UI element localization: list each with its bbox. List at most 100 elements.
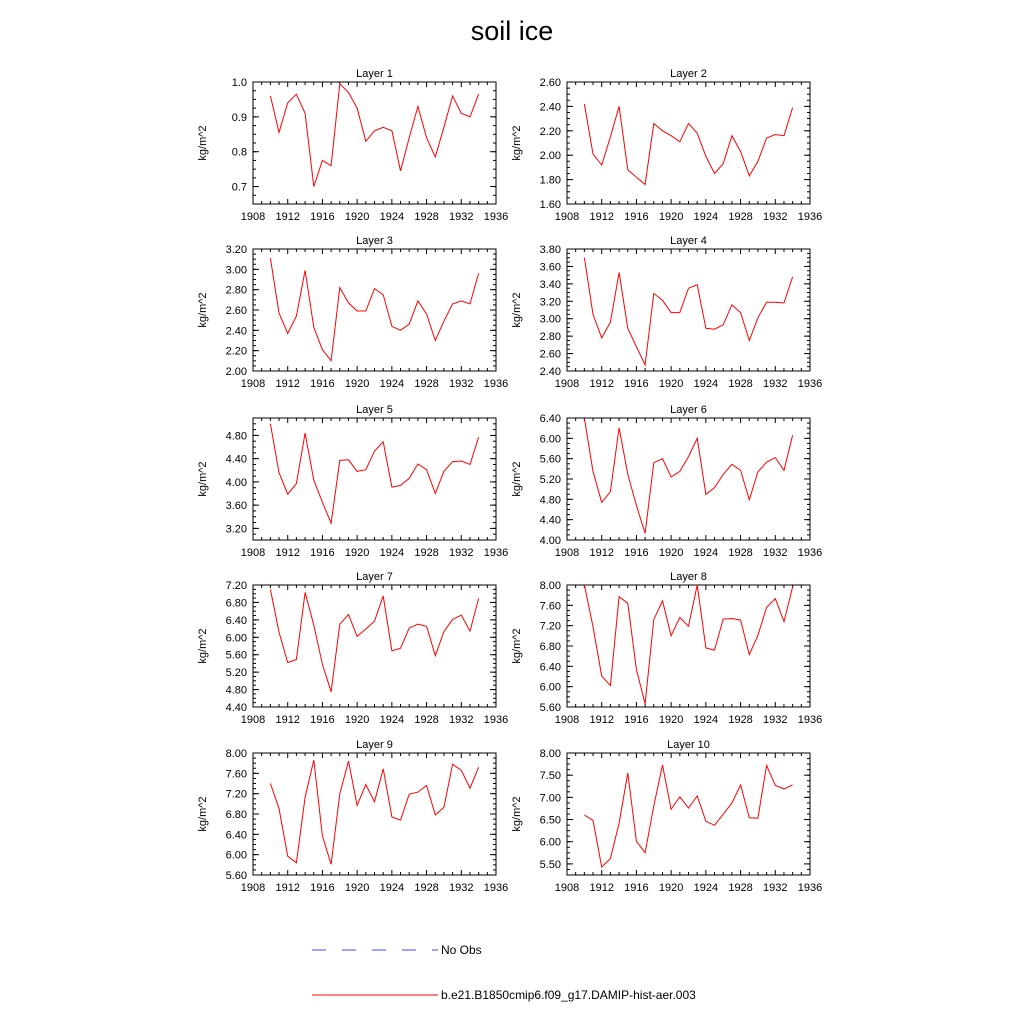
y-tick-label: 5.60 bbox=[540, 454, 561, 466]
panel-layer-8: Layer 8 kg/m^2 1908 1912 1916 1920 1924 1928 193… bbox=[511, 571, 822, 726]
y-tick-label: 6.40 bbox=[226, 829, 247, 841]
series-line-model bbox=[269, 82, 480, 187]
panel-layer-9: Layer 9 kg/m^2 1908 1912 1916 1920 1924 1928 193… bbox=[197, 739, 508, 894]
x-tick-label: 1916 bbox=[310, 547, 334, 559]
y-tick-label: 7.60 bbox=[540, 600, 561, 612]
y-tick-label: 6.80 bbox=[540, 641, 561, 653]
y-tick-label: 3.20 bbox=[226, 244, 247, 256]
plot-frame bbox=[252, 752, 497, 876]
panel-layer-3: Layer 3 kg/m^2 1908 1912 1916 1920 1924 1928 193… bbox=[197, 235, 508, 390]
y-tick-label: 3.00 bbox=[226, 264, 247, 276]
panel-title: Layer 9 bbox=[356, 739, 393, 751]
x-tick-label: 1932 bbox=[449, 547, 473, 559]
x-tick-label: 1924 bbox=[380, 378, 404, 390]
chart-title: soil ice bbox=[470, 16, 554, 46]
y-tick-label: 2.20 bbox=[226, 346, 247, 358]
x-tick-label: 1920 bbox=[345, 714, 369, 726]
x-tick-label: 1916 bbox=[310, 211, 334, 223]
y-tick-label: 2.60 bbox=[540, 349, 561, 361]
x-tick-label: 1932 bbox=[763, 882, 787, 894]
y-tick-label: 4.00 bbox=[226, 477, 247, 489]
y-tick-label: 4.00 bbox=[540, 535, 561, 547]
y-axis-label: kg/m^2 bbox=[197, 796, 209, 831]
y-tick-label: 2.80 bbox=[226, 285, 247, 297]
x-tick-label: 1912 bbox=[275, 714, 299, 726]
x-tick-label: 1928 bbox=[728, 714, 752, 726]
series-line-model bbox=[583, 103, 794, 186]
y-tick-label: 3.00 bbox=[540, 314, 561, 326]
x-tick-label: 1924 bbox=[380, 882, 404, 894]
y-tick-label: 5.20 bbox=[540, 474, 561, 486]
x-tick-label: 1924 bbox=[694, 378, 718, 390]
x-tick-label: 1908 bbox=[555, 547, 579, 559]
y-tick-label: 6.40 bbox=[540, 413, 561, 425]
y-tick-label: 2.60 bbox=[540, 77, 561, 89]
x-tick-label: 1936 bbox=[798, 714, 822, 726]
y-tick-label: 3.60 bbox=[540, 261, 561, 273]
x-tick-label: 1924 bbox=[694, 211, 718, 223]
x-tick-label: 1908 bbox=[555, 882, 579, 894]
x-tick-label: 1908 bbox=[555, 714, 579, 726]
x-tick-label: 1912 bbox=[275, 547, 299, 559]
x-tick-label: 1912 bbox=[589, 882, 613, 894]
plot-frame bbox=[252, 584, 497, 708]
plot-frame bbox=[252, 248, 497, 372]
panel-title: Layer 5 bbox=[356, 404, 393, 416]
x-tick-label: 1916 bbox=[310, 882, 334, 894]
x-tick-label: 1932 bbox=[449, 882, 473, 894]
x-tick-label: 1908 bbox=[241, 378, 265, 390]
x-tick-label: 1924 bbox=[380, 547, 404, 559]
plot-frame bbox=[566, 81, 811, 205]
y-tick-label: 6.00 bbox=[540, 682, 561, 694]
plot-frame bbox=[252, 417, 497, 541]
series-line-model bbox=[583, 584, 794, 705]
y-axis-label: kg/m^2 bbox=[197, 461, 209, 496]
y-tick-label: 5.60 bbox=[226, 650, 247, 662]
y-tick-label: 6.00 bbox=[540, 837, 561, 849]
y-tick-label: 3.20 bbox=[226, 523, 247, 535]
x-tick-label: 1912 bbox=[589, 378, 613, 390]
y-tick-label: 6.40 bbox=[540, 661, 561, 673]
y-tick-label: 6.00 bbox=[540, 433, 561, 445]
y-tick-label: 3.20 bbox=[540, 296, 561, 308]
panel-layer-7: Layer 7 kg/m^2 1908 1912 1916 1920 1924 1928 193… bbox=[197, 571, 508, 726]
y-tick-label: 7.60 bbox=[226, 768, 247, 780]
x-tick-label: 1936 bbox=[798, 547, 822, 559]
y-tick-label: 4.40 bbox=[540, 515, 561, 527]
series-line-model bbox=[269, 759, 480, 865]
panel-title: Layer 3 bbox=[356, 235, 393, 247]
panel-title: Layer 4 bbox=[670, 235, 707, 247]
x-tick-label: 1920 bbox=[659, 211, 683, 223]
y-tick-label: 4.40 bbox=[226, 702, 247, 714]
x-tick-label: 1932 bbox=[449, 714, 473, 726]
x-tick-label: 1916 bbox=[624, 547, 648, 559]
y-tick-label: 0.9 bbox=[232, 112, 247, 124]
y-axis-label: kg/m^2 bbox=[511, 125, 523, 160]
x-tick-label: 1912 bbox=[275, 378, 299, 390]
x-tick-label: 1924 bbox=[694, 547, 718, 559]
x-tick-label: 1928 bbox=[414, 378, 438, 390]
y-axis-label: kg/m^2 bbox=[197, 628, 209, 663]
y-tick-label: 1.80 bbox=[540, 175, 561, 187]
x-tick-label: 1916 bbox=[310, 378, 334, 390]
x-tick-label: 1916 bbox=[624, 211, 648, 223]
panel-title: Layer 1 bbox=[356, 68, 393, 80]
panel-layer-6: Layer 6 kg/m^2 1908 1912 1916 1920 1924 1928 193… bbox=[511, 404, 822, 559]
y-tick-label: 3.80 bbox=[540, 244, 561, 256]
panel-layer-10: Layer 10 kg/m^2 1908 1912 1916 1920 1924 1928 19… bbox=[511, 739, 822, 894]
x-tick-label: 1928 bbox=[414, 714, 438, 726]
x-tick-label: 1924 bbox=[694, 714, 718, 726]
x-tick-label: 1920 bbox=[659, 547, 683, 559]
x-tick-label: 1916 bbox=[624, 378, 648, 390]
x-tick-label: 1920 bbox=[659, 714, 683, 726]
x-tick-label: 1908 bbox=[555, 211, 579, 223]
plot-frame bbox=[566, 584, 811, 708]
y-tick-label: 8.00 bbox=[540, 580, 561, 592]
panel-layer-4: Layer 4 kg/m^2 1908 1912 1916 1920 1924 1928 193… bbox=[511, 235, 822, 390]
y-tick-label: 3.60 bbox=[226, 500, 247, 512]
x-tick-label: 1920 bbox=[345, 211, 369, 223]
y-tick-label: 4.80 bbox=[226, 430, 247, 442]
y-tick-label: 2.20 bbox=[540, 126, 561, 138]
y-axis-label: kg/m^2 bbox=[511, 461, 523, 496]
y-tick-label: 7.50 bbox=[540, 770, 561, 782]
